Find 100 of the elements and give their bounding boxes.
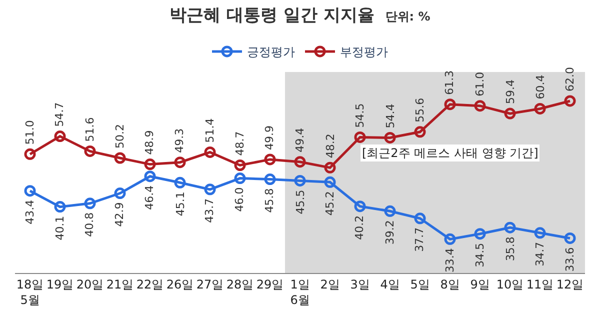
x-tick-label: 18일 5월 xyxy=(16,277,44,307)
point xyxy=(444,98,456,110)
point xyxy=(564,95,576,107)
point xyxy=(144,170,156,182)
point xyxy=(144,158,156,170)
point xyxy=(24,148,36,160)
data-label: 51.0 xyxy=(23,120,36,145)
data-label: 45.2 xyxy=(323,191,336,216)
x-tick-label: 20일 xyxy=(76,277,104,292)
data-label: 48.7 xyxy=(233,131,246,156)
data-label: 33.6 xyxy=(563,247,576,272)
point xyxy=(324,162,336,174)
point xyxy=(234,160,246,171)
data-label: 60.4 xyxy=(534,74,547,100)
point xyxy=(564,232,576,244)
data-label: 50.2 xyxy=(114,124,126,148)
point xyxy=(414,126,426,138)
data-label: 54.7 xyxy=(53,102,66,127)
x-tick-label: 22일 xyxy=(136,277,164,292)
point xyxy=(264,174,276,186)
x-tick-label: 2일 xyxy=(320,277,340,292)
data-label: 49.9 xyxy=(263,125,276,150)
data-label: 46.0 xyxy=(233,187,246,212)
x-tick-label: 27일 xyxy=(196,277,224,292)
point xyxy=(54,130,66,142)
data-label: 51.6 xyxy=(83,117,96,142)
data-label: 39.2 xyxy=(383,220,396,245)
point xyxy=(114,152,126,164)
data-label: 61.3 xyxy=(443,70,456,95)
x-tick-label: 12일 xyxy=(556,277,584,292)
x-tick-label: 1일 6월 xyxy=(290,277,310,307)
data-label: 49.4 xyxy=(294,128,307,152)
point xyxy=(414,212,426,224)
x-tick-label: 19일 xyxy=(46,277,74,292)
data-label: 48.2 xyxy=(324,134,337,158)
x-tick-label: 29일 xyxy=(256,277,284,292)
legend-label: 긍정평가 xyxy=(247,45,295,60)
data-label: 43.7 xyxy=(203,198,216,223)
data-label: 34.7 xyxy=(534,242,547,266)
data-label: 62.0 xyxy=(564,66,577,92)
data-label: 37.7 xyxy=(413,227,426,252)
data-label: 48.9 xyxy=(143,130,156,155)
legend-label: 부정평가 xyxy=(340,45,388,60)
data-label: 54.4 xyxy=(384,104,397,128)
point xyxy=(84,198,96,210)
point xyxy=(354,131,366,143)
point xyxy=(294,174,306,186)
x-tick-label: 5일 xyxy=(410,277,430,292)
data-label: 49.3 xyxy=(173,128,186,153)
x-tick-label: 8일 xyxy=(440,277,460,292)
data-label: 51.4 xyxy=(203,118,216,143)
chart-title: 박근혜 대통령 일간 지지율 xyxy=(170,5,374,26)
point xyxy=(444,233,456,245)
data-label: 34.5 xyxy=(474,242,487,268)
data-label: 35.8 xyxy=(504,236,517,262)
point xyxy=(174,156,186,168)
point xyxy=(504,108,516,120)
data-label: 45.5 xyxy=(294,190,307,214)
point xyxy=(534,227,546,239)
point xyxy=(534,102,546,114)
data-label: 59.4 xyxy=(504,80,517,104)
data-label: 45.8 xyxy=(263,188,276,213)
point xyxy=(474,100,486,112)
data-label: 42.9 xyxy=(113,202,126,227)
data-label: 40.2 xyxy=(353,215,366,240)
x-tick-label: 26일 xyxy=(166,277,194,292)
data-label: 46.4 xyxy=(143,185,156,210)
data-label: 54.5 xyxy=(353,103,366,128)
x-tick-label: 21일 xyxy=(106,277,134,292)
x-tick-label: 3일 xyxy=(350,277,370,292)
point xyxy=(384,132,396,144)
point xyxy=(384,205,396,217)
point xyxy=(84,145,96,157)
point xyxy=(54,201,66,213)
point xyxy=(504,222,516,234)
data-label: 43.4 xyxy=(24,200,37,224)
band-label: [최근2주 메르스 사태 영향 기간] xyxy=(362,146,538,160)
point xyxy=(354,200,366,212)
data-label: 40.1 xyxy=(54,216,67,240)
x-tick-label: 9일 xyxy=(470,277,490,292)
x-tick-label: 11일 xyxy=(526,277,554,292)
data-label: 55.6 xyxy=(414,98,427,122)
point xyxy=(234,172,246,184)
point xyxy=(204,146,216,158)
x-tick-label: 10일 xyxy=(496,277,524,292)
point xyxy=(264,154,276,166)
x-tick-label: 28일 xyxy=(226,277,254,292)
point xyxy=(294,156,306,168)
data-label: 61.0 xyxy=(474,72,487,96)
x-tick-label: 4일 xyxy=(380,277,400,292)
point xyxy=(204,184,216,196)
data-label: 33.4 xyxy=(443,248,456,273)
point xyxy=(324,176,336,188)
data-label: 45.1 xyxy=(174,192,187,216)
point xyxy=(474,228,486,240)
data-label: 40.8 xyxy=(83,212,96,237)
point xyxy=(114,188,126,200)
chart-subtitle: 단위: % xyxy=(385,9,430,24)
point xyxy=(24,185,36,197)
point xyxy=(174,176,186,188)
